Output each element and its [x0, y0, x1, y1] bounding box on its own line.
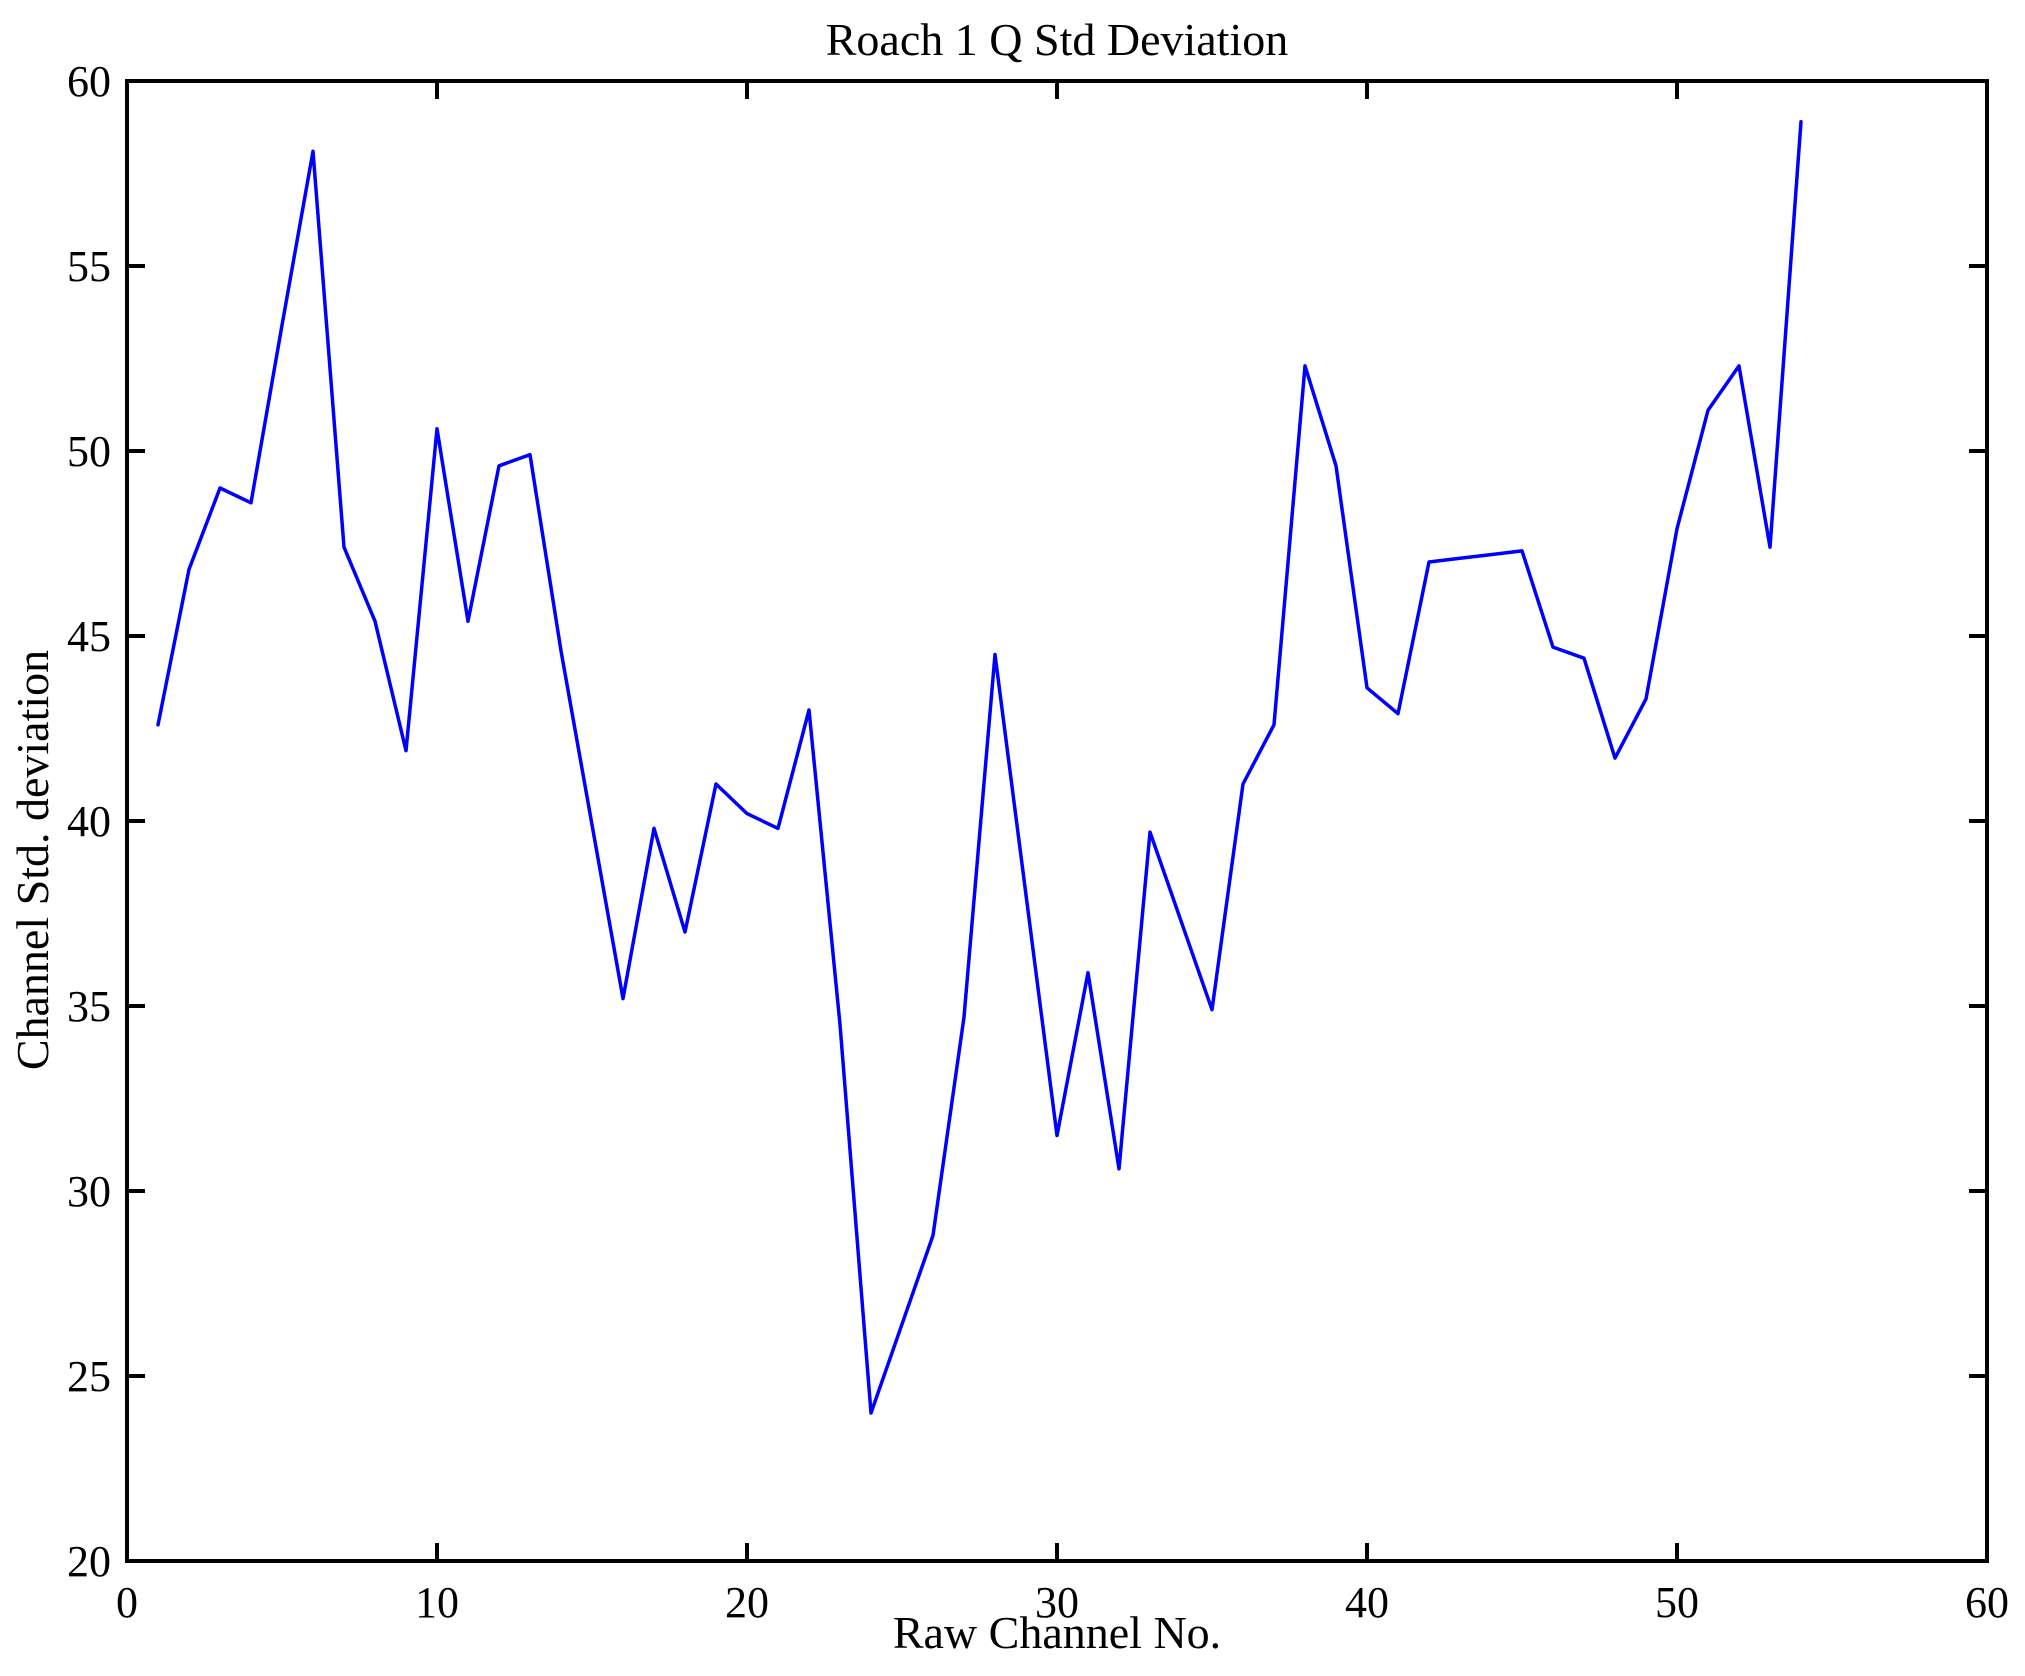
plot-border — [125, 79, 1989, 1563]
y-tick-label: 20 — [67, 1537, 111, 1586]
y-tick-label: 60 — [67, 57, 111, 106]
x-tick-label: 40 — [1345, 1578, 1389, 1627]
data-series — [156, 119, 1803, 1415]
y-tick-label: 55 — [67, 242, 111, 291]
y-axis-label: Channel Std. deviation — [7, 650, 58, 1070]
y-tick-label: 30 — [67, 1167, 111, 1216]
x-tick-label: 30 — [1035, 1578, 1079, 1627]
x-tick-label: 50 — [1655, 1578, 1699, 1627]
y-tick-label: 45 — [67, 612, 111, 661]
series-line — [156, 119, 1803, 1415]
y-tick-label: 40 — [67, 797, 111, 846]
y-tick-label: 50 — [67, 427, 111, 476]
x-tick-label: 10 — [415, 1578, 459, 1627]
axis-ticks — [125, 79, 1989, 1563]
y-tick-label: 25 — [67, 1352, 111, 1401]
x-tick-label: 60 — [1965, 1578, 2009, 1627]
x-tick-label: 0 — [116, 1578, 138, 1627]
chart-title: Roach 1 Q Std Deviation — [826, 14, 1289, 65]
axis-tick-labels: 0 10 20 30 40 50 60 20 25 30 35 40 45 50 55 60 — [67, 57, 2009, 1627]
y-tick-label: 35 — [67, 982, 111, 1031]
x-axis-label: Raw Channel No. — [893, 1607, 1221, 1658]
x-tick-label: 20 — [725, 1578, 769, 1627]
